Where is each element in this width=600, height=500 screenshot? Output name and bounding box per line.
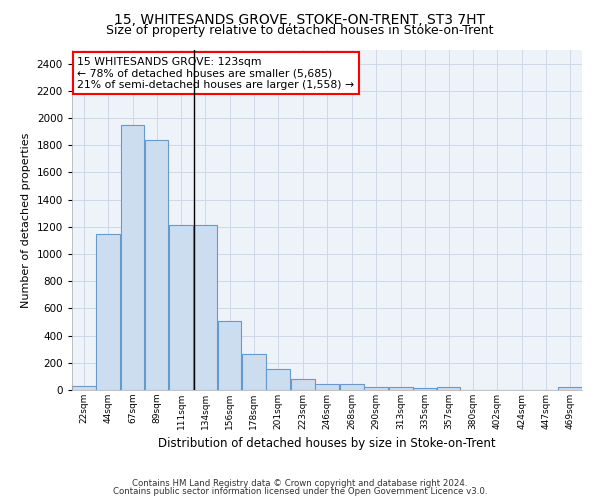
Bar [266,369,290,390]
Bar [73,386,95,390]
Bar [364,387,388,390]
Text: 15, WHITESANDS GROVE, STOKE-ON-TRENT, ST3 7HT: 15, WHITESANDS GROVE, STOKE-ON-TRENT, ST… [115,12,485,26]
Bar [413,388,436,390]
Bar [437,388,460,390]
Text: Contains public sector information licensed under the Open Government Licence v3: Contains public sector information licen… [113,487,487,496]
Bar [121,125,145,390]
Bar [242,354,266,390]
Text: 15 WHITESANDS GROVE: 123sqm
← 78% of detached houses are smaller (5,685)
21% of : 15 WHITESANDS GROVE: 123sqm ← 78% of det… [77,57,354,90]
Bar [291,379,314,390]
Bar [96,234,120,390]
Text: Contains HM Land Registry data © Crown copyright and database right 2024.: Contains HM Land Registry data © Crown c… [132,478,468,488]
Bar [169,225,193,390]
Bar [559,388,581,390]
Bar [389,388,413,390]
Bar [145,140,169,390]
Y-axis label: Number of detached properties: Number of detached properties [21,132,31,308]
Bar [194,225,217,390]
Bar [218,320,241,390]
Text: Size of property relative to detached houses in Stoke-on-Trent: Size of property relative to detached ho… [106,24,494,37]
Bar [316,384,339,390]
X-axis label: Distribution of detached houses by size in Stoke-on-Trent: Distribution of detached houses by size … [158,438,496,450]
Bar [340,384,364,390]
